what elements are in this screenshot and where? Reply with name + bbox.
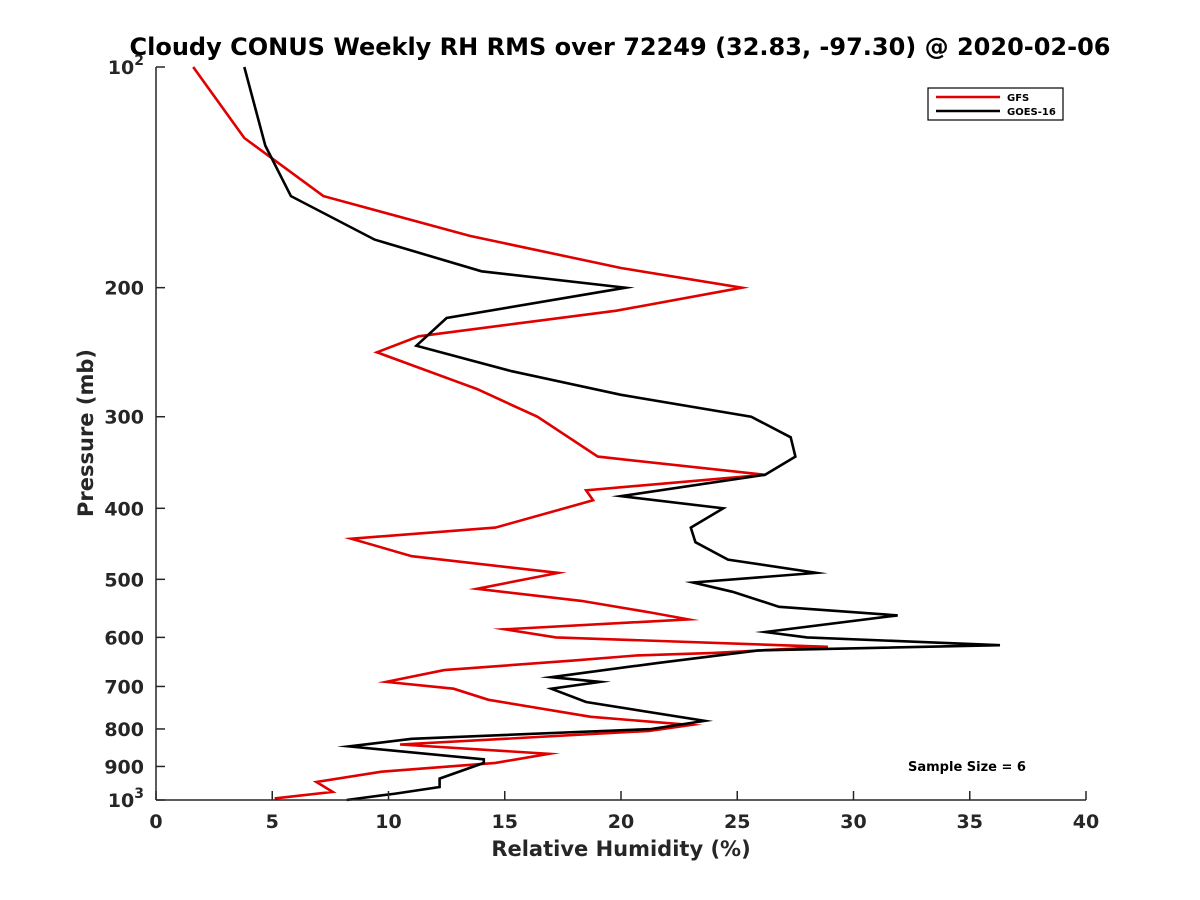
x-tick-label: 5 — [266, 811, 279, 833]
x-tick-label: 30 — [840, 811, 866, 833]
y-tick-label: 600 — [104, 627, 144, 649]
y-tick-label: 500 — [104, 569, 144, 591]
y-tick-label: 103 — [108, 786, 144, 812]
y-ticks: 102 200 300 400 500 600 700 800 900 103 — [104, 53, 165, 812]
y-tick-label: 900 — [104, 756, 144, 778]
y-tick-label: 300 — [104, 407, 144, 429]
legend-label-goes-16: GOES-16 — [1007, 107, 1056, 118]
y-axis-label: Pressure (mb) — [74, 349, 98, 517]
x-ticks: 0 5 10 15 20 25 30 35 40 — [149, 791, 1099, 833]
x-tick-label: 10 — [375, 811, 401, 833]
y-tick-label: 700 — [104, 676, 144, 698]
x-tick-label: 25 — [724, 811, 750, 833]
y-tick-label: 102 — [108, 53, 144, 79]
y-tick-label: 800 — [104, 719, 144, 741]
x-tick-label: 20 — [608, 811, 634, 833]
series-line-gfs — [192, 66, 828, 800]
chart-title: Cloudy CONUS Weekly RH RMS over 72249 (3… — [130, 33, 1111, 61]
x-tick-label: 35 — [957, 811, 983, 833]
series-layer — [192, 66, 1001, 802]
series-line-goes-16 — [243, 66, 1001, 802]
x-tick-label: 0 — [149, 811, 162, 833]
x-tick-label: 40 — [1073, 811, 1099, 833]
legend-label-gfs: GFS — [1007, 93, 1029, 104]
legend: GFS GOES-16 — [927, 87, 1064, 121]
sample-size-annotation: Sample Size = 6 — [908, 760, 1026, 775]
x-axis-label: Relative Humidity (%) — [491, 837, 750, 861]
legend-box — [927, 87, 1064, 121]
y-tick-label: 400 — [104, 498, 144, 520]
y-tick-label: 200 — [104, 278, 144, 300]
x-tick-label: 15 — [492, 811, 518, 833]
plot-area — [156, 67, 1086, 800]
